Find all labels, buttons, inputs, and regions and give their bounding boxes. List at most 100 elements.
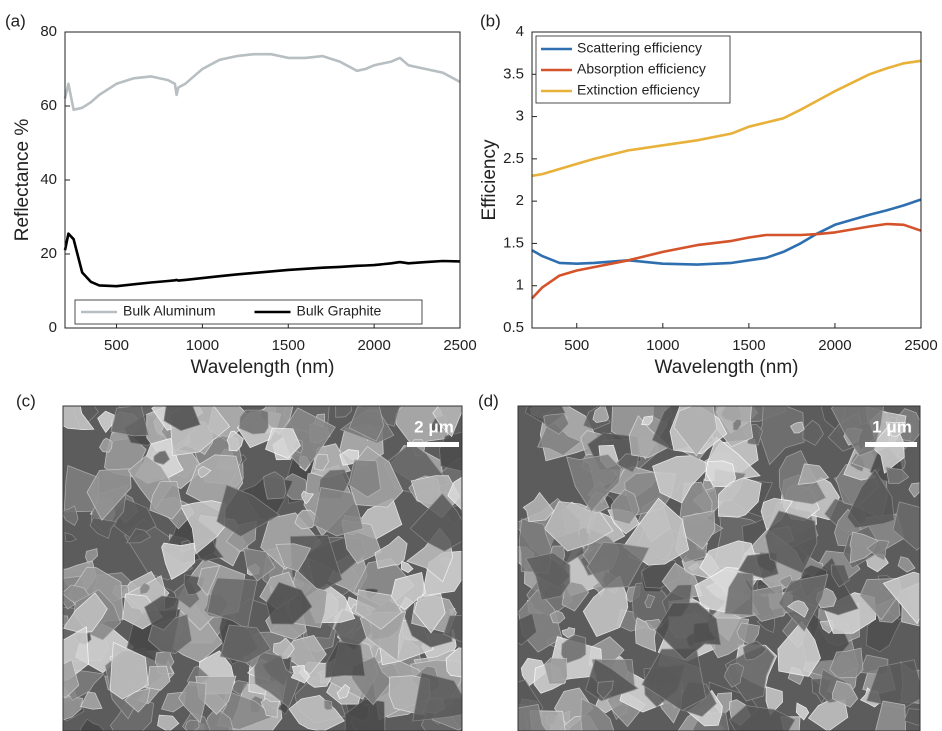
sem-flake	[758, 406, 805, 466]
sem-flake	[582, 575, 629, 638]
sem-flake	[238, 409, 269, 435]
sem-flake	[829, 647, 864, 679]
sem-flake	[153, 450, 171, 465]
scale-bar-label: 1 μm	[872, 417, 912, 436]
x-tick-label: 1500	[732, 337, 765, 354]
sem-flake	[903, 708, 920, 726]
sem-flake	[265, 427, 301, 459]
y-axis-label: Reflectance %	[12, 119, 33, 242]
legend-label: Scattering efficiency	[577, 40, 702, 56]
x-tick-label: 1000	[646, 337, 679, 354]
sem-flake	[549, 610, 566, 624]
y-axis-label: Efficiency	[479, 139, 500, 220]
scale-bar	[865, 442, 917, 447]
sem-flake	[400, 560, 414, 574]
sem-flake	[80, 718, 105, 731]
sem-flake	[795, 702, 810, 721]
plot-frame	[64, 31, 461, 329]
sem-flake	[313, 454, 329, 471]
sem-flake	[732, 418, 742, 431]
sem-flake	[652, 455, 710, 504]
scale-bar-label: 2 μm	[414, 417, 454, 436]
sem-flake	[866, 659, 920, 710]
y-tick-label: 4	[516, 23, 524, 40]
sem-flake	[641, 648, 707, 711]
x-tick-label: 500	[564, 337, 589, 354]
sem-flake	[543, 413, 570, 435]
sem-flake	[216, 484, 281, 537]
sem-flake	[63, 505, 79, 526]
sem-flake	[197, 565, 221, 597]
sem-flake	[79, 691, 103, 710]
image-frame	[517, 405, 921, 731]
sem-flake	[125, 528, 152, 544]
sem-flake	[543, 657, 568, 685]
sem-flake	[336, 683, 351, 700]
sem-flake	[786, 600, 809, 618]
sem-flake	[830, 564, 850, 588]
sem-flake	[728, 705, 796, 731]
sem-flake	[628, 415, 671, 459]
sem-flake	[335, 406, 353, 418]
sem-flake	[226, 430, 244, 452]
sem-flake	[432, 406, 462, 438]
sem-flake	[197, 465, 212, 479]
y-tick-label: 3	[516, 108, 524, 125]
line	[531, 59, 922, 178]
sem-flake	[596, 680, 614, 700]
sem-flake	[447, 476, 462, 511]
y-tick-label: 2.5	[503, 150, 524, 167]
sem-flake	[789, 421, 805, 434]
legend-label: Bulk Graphite	[297, 303, 382, 319]
sem-flake	[718, 477, 762, 518]
sem-flake	[89, 517, 118, 539]
sem-flake	[325, 641, 366, 678]
sem-flake	[161, 542, 196, 580]
sem-flake	[641, 415, 653, 426]
sem-flake	[908, 482, 920, 498]
sem-flake	[219, 624, 272, 664]
plot-frame	[531, 31, 922, 329]
sem-flake	[724, 572, 754, 616]
sem-flake	[63, 592, 108, 633]
x-tick-label: 2500	[443, 337, 476, 354]
sem-flake	[348, 459, 382, 498]
sem-flake	[797, 463, 830, 485]
sem-flake	[413, 593, 446, 634]
sem-flake	[389, 572, 426, 610]
sem-flake	[355, 589, 403, 630]
sem-flake	[374, 535, 408, 569]
sem-flake	[63, 659, 80, 699]
sem-flake	[882, 571, 920, 625]
sem-flake	[99, 437, 113, 453]
y-tick-label: 0	[49, 319, 57, 336]
line	[531, 198, 922, 266]
sem-flake	[875, 700, 907, 731]
y-tick-label: 1.5	[503, 234, 524, 251]
sem-flake	[294, 509, 320, 530]
sem-image	[63, 406, 462, 731]
sem-flake	[566, 453, 622, 513]
legend-label: Extinction efficiency	[577, 82, 700, 98]
line	[63, 232, 461, 288]
sem-flake	[724, 662, 745, 688]
sem-flake	[275, 543, 312, 572]
sem-image	[518, 406, 920, 731]
sem-flake	[64, 532, 78, 543]
sem-flake	[560, 634, 587, 664]
sem-flake	[359, 611, 407, 663]
panel-label: (a)	[5, 11, 26, 30]
legend-label: Absorption efficiency	[577, 61, 706, 77]
sem-flake	[655, 602, 722, 661]
sem-flake	[764, 510, 818, 574]
sem-flake	[644, 594, 656, 609]
sem-flake	[263, 471, 287, 500]
sem-flake	[301, 490, 315, 505]
sem-flake	[443, 615, 462, 643]
sem-flake	[522, 491, 555, 523]
line	[531, 222, 922, 300]
sem-flake	[344, 698, 386, 731]
x-axis-label: Wavelength (nm)	[655, 357, 799, 378]
sem-flake	[518, 612, 538, 646]
sem-flake	[897, 556, 916, 573]
